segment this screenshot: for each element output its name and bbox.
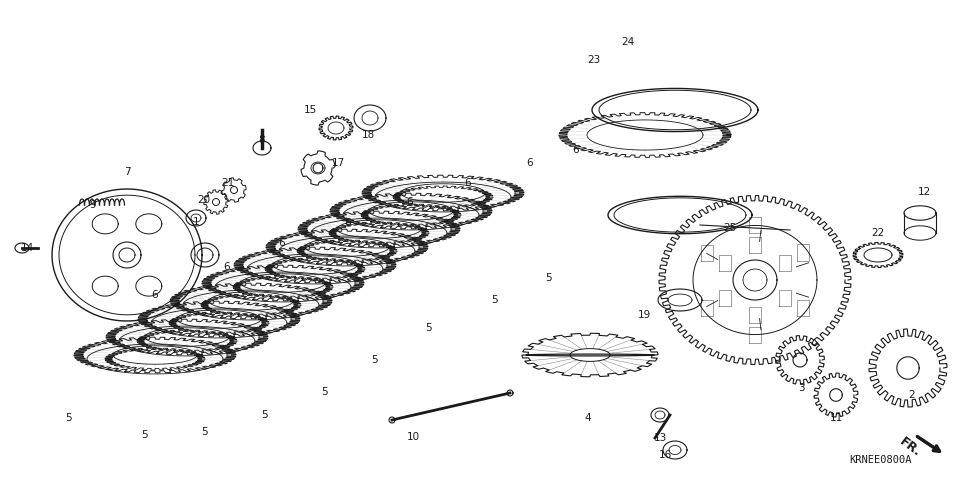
Text: KRNEE0800A: KRNEE0800A	[849, 455, 911, 465]
Text: 10: 10	[406, 432, 420, 442]
Text: 17: 17	[331, 158, 345, 168]
Text: 14: 14	[20, 243, 34, 253]
Text: 1: 1	[193, 217, 200, 227]
Text: 6: 6	[407, 197, 414, 207]
Text: 5: 5	[371, 355, 377, 365]
Text: 7: 7	[124, 167, 131, 177]
Text: 11: 11	[829, 413, 843, 423]
Text: 6: 6	[224, 262, 230, 272]
Text: 24: 24	[621, 37, 635, 47]
Text: 5: 5	[64, 413, 71, 423]
Text: 6: 6	[465, 178, 471, 188]
Text: 6: 6	[345, 218, 351, 228]
Text: 3: 3	[798, 383, 804, 393]
Text: 4: 4	[585, 413, 591, 423]
Text: 18: 18	[361, 130, 374, 140]
Text: 15: 15	[303, 105, 317, 115]
Text: 8: 8	[258, 135, 265, 145]
Text: 5: 5	[261, 410, 267, 420]
Text: 20: 20	[198, 195, 210, 205]
Text: 19: 19	[637, 310, 651, 320]
Text: 22: 22	[872, 228, 884, 238]
Text: 6: 6	[573, 145, 579, 155]
Text: 16: 16	[659, 450, 672, 460]
Text: 12: 12	[918, 187, 930, 197]
Text: 2: 2	[909, 390, 915, 400]
Text: 23: 23	[588, 55, 601, 65]
Text: 6: 6	[527, 158, 534, 168]
Text: 5: 5	[424, 323, 431, 333]
Text: 6: 6	[152, 290, 158, 300]
Text: 5: 5	[544, 273, 551, 283]
Text: FR.: FR.	[897, 435, 924, 459]
Text: 5: 5	[141, 430, 147, 440]
Text: 5: 5	[491, 295, 497, 305]
Text: 21: 21	[222, 178, 234, 188]
Text: 13: 13	[654, 433, 666, 443]
Text: 5: 5	[201, 427, 207, 437]
Text: 25: 25	[724, 223, 736, 233]
Text: 5: 5	[322, 387, 328, 397]
Text: 9: 9	[89, 200, 96, 210]
Text: 6: 6	[278, 238, 285, 248]
